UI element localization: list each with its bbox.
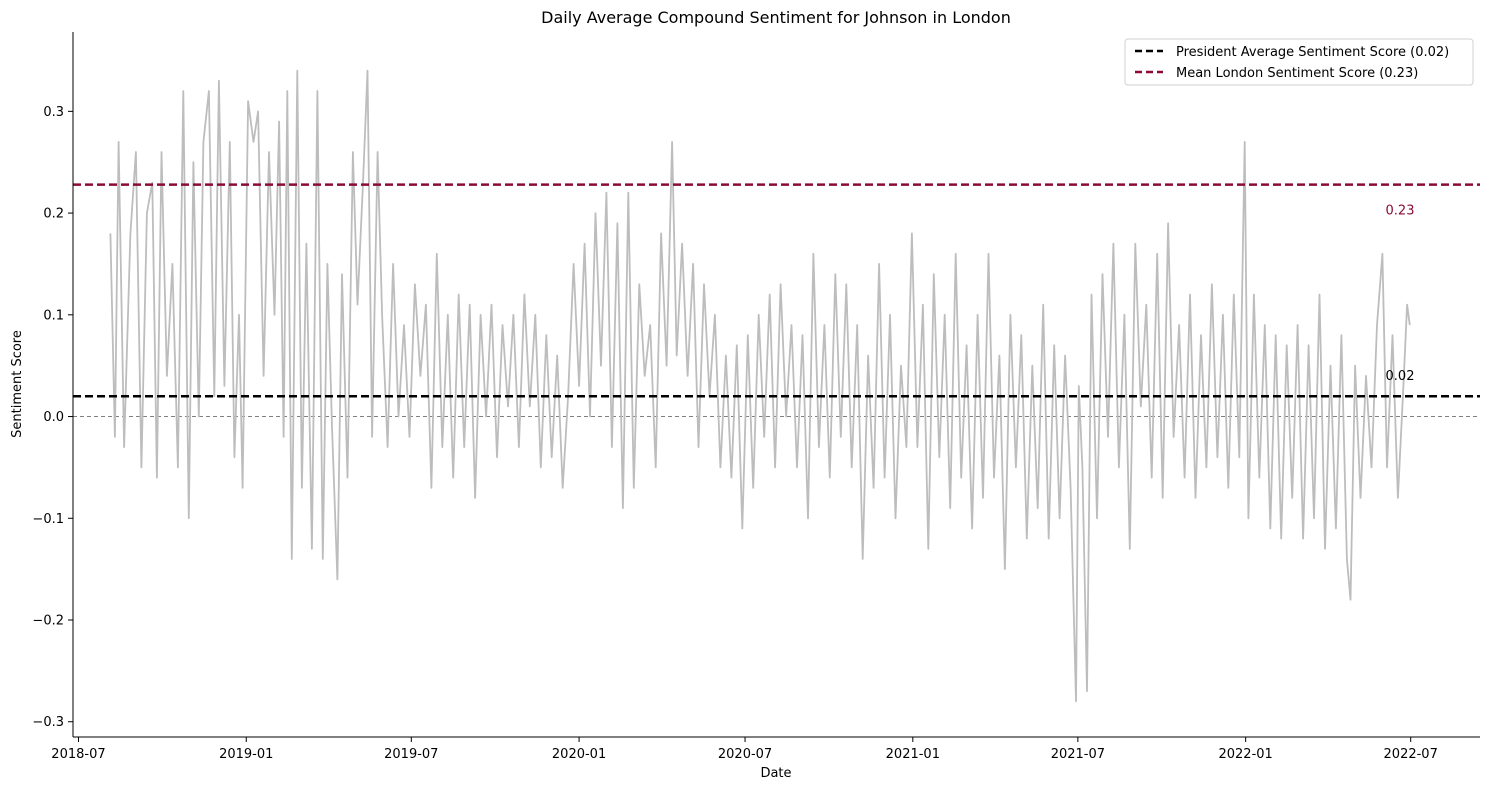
y-tick-label: −0.2 [32, 614, 64, 629]
x-axis-label: Date [760, 766, 791, 781]
reference-label-president-average: 0.02 [1386, 369, 1415, 384]
chart-title: Daily Average Compound Sentiment for Joh… [541, 8, 1011, 27]
legend-frame [1124, 38, 1474, 86]
x-tick-label: 2019-01 [219, 747, 273, 762]
x-axis-ticks: 2018-07 2019-01 2019-07 2020-01 2020-07 2021-… [51, 737, 1438, 762]
x-tick-label: 2020-07 [718, 747, 772, 762]
plot-area: 0.02 0.23 [73, 69, 1480, 703]
x-tick-label: 2018-07 [51, 747, 105, 762]
reference-label-mean-london: 0.23 [1386, 204, 1415, 219]
series-line-0 [109, 69, 1411, 703]
x-tick-label: 2019-07 [384, 747, 438, 762]
y-tick-label: −0.1 [32, 512, 64, 527]
y-tick-label: −0.3 [32, 715, 64, 730]
y-axis-ticks: −0.3 −0.2 −0.1 0.0 0.1 0.2 0.3 [32, 105, 73, 730]
x-tick-label: 2022-07 [1384, 747, 1438, 762]
y-tick-label: 0.2 [43, 207, 64, 222]
x-tick-label: 2021-01 [886, 747, 940, 762]
x-tick-label: 2020-01 [552, 747, 606, 762]
x-tick-label: 2021-07 [1051, 747, 1105, 762]
x-tick-label: 2022-01 [1218, 747, 1272, 762]
y-tick-label: 0.0 [43, 410, 64, 425]
legend: President Average Sentiment Score (0.02)… [1124, 38, 1474, 86]
legend-label-president-average: President Average Sentiment Score (0.02) [1176, 45, 1449, 60]
y-axis-label: Sentiment Score [10, 330, 25, 438]
legend-label-mean-london: Mean London Sentiment Score (0.23) [1176, 66, 1418, 81]
y-tick-label: 0.1 [43, 308, 64, 323]
y-tick-label: 0.3 [43, 105, 64, 120]
